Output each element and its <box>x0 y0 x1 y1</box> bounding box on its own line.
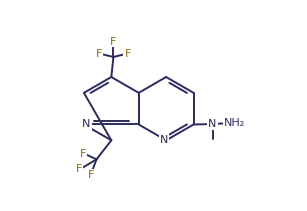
Text: F: F <box>88 170 95 180</box>
Text: F: F <box>80 149 87 159</box>
Text: NH₂: NH₂ <box>223 118 245 128</box>
Text: F: F <box>124 49 131 59</box>
Text: F: F <box>110 37 117 47</box>
Text: N: N <box>208 119 217 129</box>
Text: N: N <box>82 119 91 130</box>
Text: F: F <box>96 49 103 59</box>
Text: N: N <box>159 135 168 145</box>
Text: F: F <box>76 164 82 174</box>
